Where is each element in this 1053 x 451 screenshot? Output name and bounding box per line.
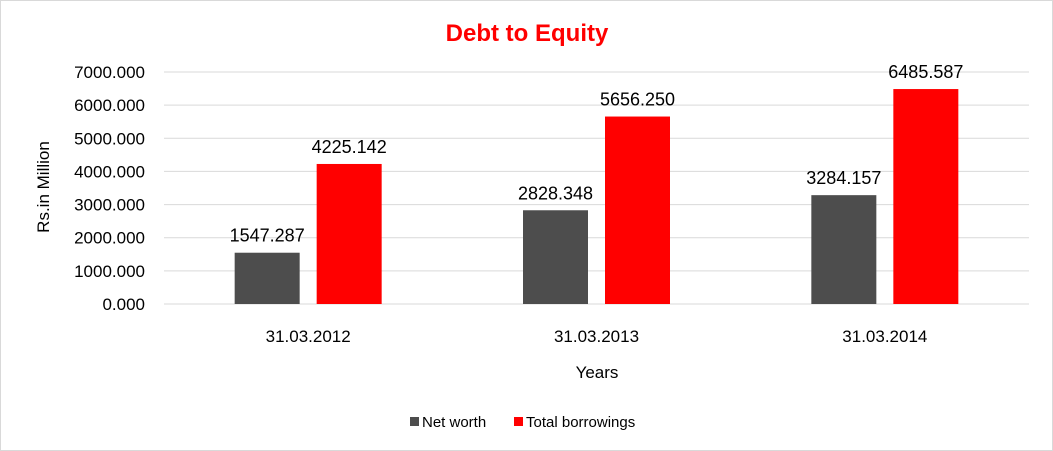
gridlines (164, 71, 1029, 305)
legend-swatch (410, 417, 419, 426)
y-axis-label: Rs.in Million (34, 141, 53, 233)
bar-total-borrowings (605, 116, 670, 305)
x-axis-categories: 31.03.2012 31.03.2013 31.03.2014 (266, 327, 928, 346)
y-tick-label: 1000.000 (74, 262, 145, 281)
y-tick-label: 3000.000 (74, 196, 145, 215)
data-label: 3284.157 (806, 168, 881, 188)
y-tick-label: 6000.000 (74, 96, 145, 115)
legend-swatch (514, 417, 523, 426)
x-category-label: 31.03.2014 (842, 327, 927, 346)
data-label: 5656.250 (600, 90, 675, 110)
data-label: 2828.348 (518, 183, 593, 203)
y-tick-label: 5000.000 (74, 129, 145, 148)
bar-total-borrowings (893, 89, 959, 304)
legend-label: Net worth (422, 414, 486, 431)
y-tick-label: 7000.000 (74, 63, 145, 82)
x-category-label: 31.03.2013 (554, 327, 639, 346)
chart-title: Debt to Equity (446, 20, 609, 47)
bar-net-worth (234, 252, 300, 304)
y-tick-label: 4000.000 (74, 162, 145, 181)
data-label: 6485.587 (888, 62, 963, 82)
y-axis-ticks: 0.000 1000.000 2000.000 3000.000 4000.000 500… (74, 63, 145, 314)
bar-net-worth (523, 210, 588, 304)
legend: Net worth Total borrowings (410, 414, 635, 431)
data-label: 1547.287 (230, 226, 305, 246)
bar-net-worth (811, 195, 877, 304)
x-axis-label: Years (576, 363, 619, 382)
bar-total-borrowings (316, 163, 382, 304)
y-tick-label: 0.000 (102, 295, 145, 314)
y-tick-label: 2000.000 (74, 229, 145, 248)
bars (234, 89, 959, 305)
data-label: 4225.142 (312, 137, 387, 157)
data-labels: 1547.287 4225.142 2828.348 5656.250 3284.157… (230, 62, 964, 246)
x-category-label: 31.03.2012 (266, 327, 351, 346)
legend-label: Total borrowings (526, 414, 635, 431)
